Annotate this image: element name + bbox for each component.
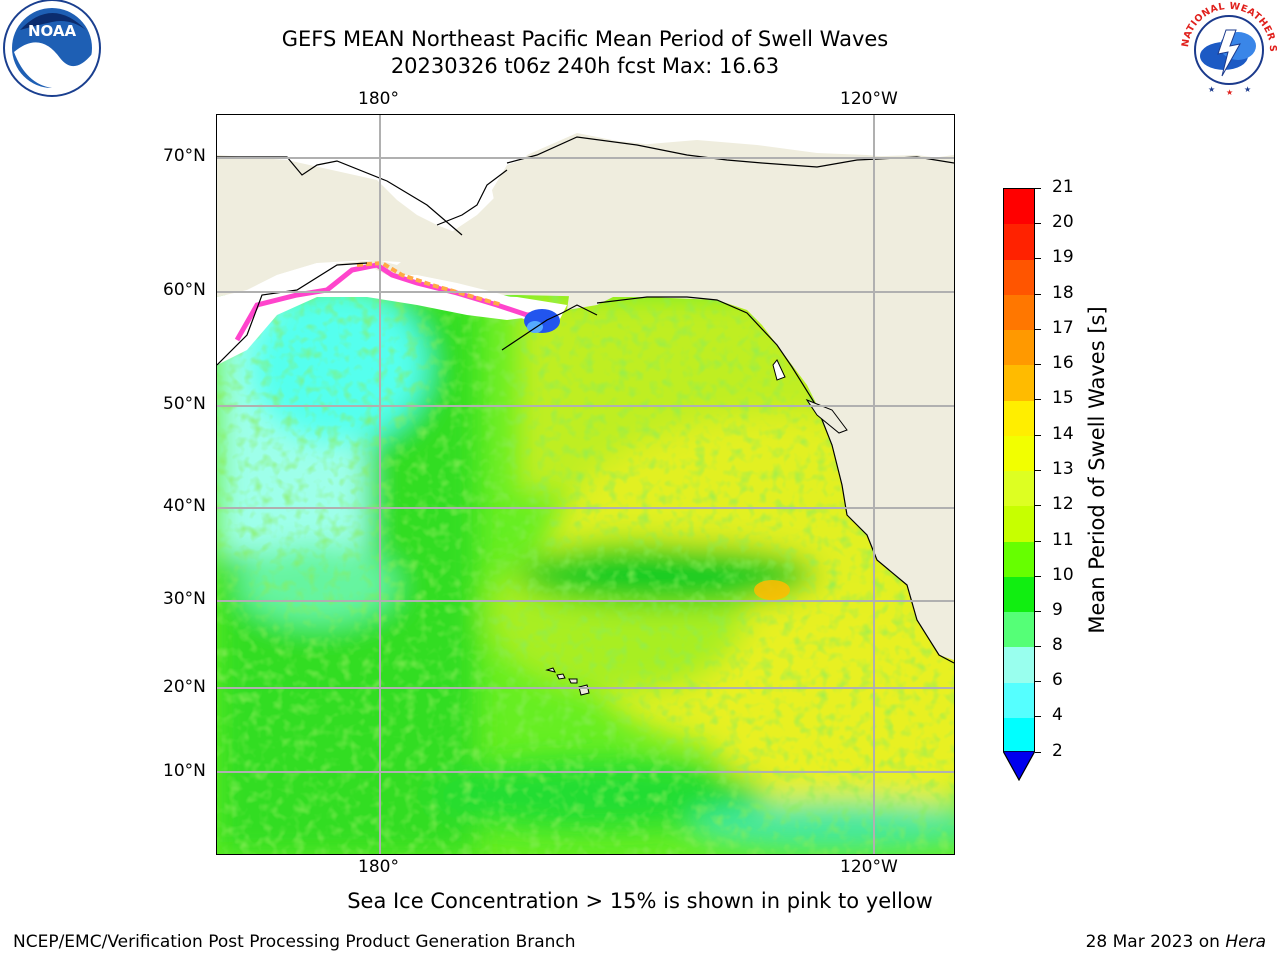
colorbar-segment — [1004, 330, 1034, 366]
colorbar-tick-label: 17 — [1052, 318, 1074, 338]
footer-host: Hera — [1225, 932, 1266, 952]
colorbar-tick-label: 2 — [1052, 741, 1063, 761]
lat-label-40n: 40°N — [163, 496, 206, 516]
colorbar-tick-mark — [1035, 329, 1041, 330]
colorbar-tick-mark — [1035, 752, 1041, 753]
colorbar-tick-label: 4 — [1052, 705, 1063, 725]
colorbar-tick-mark — [1035, 435, 1041, 436]
colorbar-segment — [1004, 294, 1034, 330]
chart-subtitle: 20230326 t06z 240h fcst Max: 16.63 — [390, 54, 780, 78]
colorbar-segment — [1004, 471, 1034, 507]
colorbar-segment — [1004, 365, 1034, 401]
colorbar-tick-mark — [1035, 576, 1041, 577]
noaa-logo: NOAA — [0, 0, 104, 100]
colorbar-tick-label: 13 — [1052, 459, 1074, 479]
lon-label-bottom-120w: 120°W — [840, 857, 898, 877]
footer-date: 28 Mar 2023 on Hera — [1086, 932, 1266, 952]
colorbar-tick-label: 8 — [1052, 635, 1063, 655]
lat-label-10n: 10°N — [163, 761, 206, 781]
colorbar-tick-label: 19 — [1052, 247, 1074, 267]
colorbar-tick-mark — [1035, 223, 1041, 224]
colorbar-tick-mark — [1035, 646, 1041, 647]
colorbar-tick-mark — [1035, 470, 1041, 471]
svg-text:★: ★ — [1208, 85, 1215, 94]
colorbar-tick-label: 21 — [1052, 177, 1074, 197]
lat-label-20n: 20°N — [163, 677, 206, 697]
colorbar-tick-label: 16 — [1052, 353, 1074, 373]
lat-label-50n: 50°N — [163, 394, 206, 414]
colorbar-tick-mark — [1035, 399, 1041, 400]
svg-text:★: ★ — [1226, 88, 1233, 97]
colorbar-segment — [1004, 682, 1034, 718]
colorbar-tick-mark — [1035, 681, 1041, 682]
colorbar-segment — [1004, 717, 1034, 753]
colorbar-segment — [1004, 435, 1034, 471]
colorbar-segment — [1004, 189, 1034, 225]
colorbar-tick-mark — [1035, 294, 1041, 295]
colorbar-segment — [1004, 576, 1034, 612]
footer-date-text: 28 Mar 2023 on — [1085, 932, 1226, 952]
colorbar-tick-label: 11 — [1052, 530, 1074, 550]
lon-label-top-180: 180° — [358, 89, 399, 109]
footer-organization: NCEP/EMC/Verification Post Processing Pr… — [13, 932, 576, 952]
colorbar-tick-mark — [1035, 541, 1041, 542]
lon-label-top-120w: 120°W — [840, 89, 898, 109]
lon-label-bottom-180: 180° — [358, 857, 399, 877]
colorbar-segment — [1004, 647, 1034, 683]
colorbar-tick-label: 20 — [1052, 212, 1074, 232]
colorbar-tick-mark — [1035, 188, 1041, 189]
colorbar-segment — [1004, 506, 1034, 542]
sea-ice-caption: Sea Ice Concentration > 15% is shown in … — [347, 889, 933, 913]
lat-label-70n: 70°N — [163, 146, 206, 166]
colorbar-tick-label: 9 — [1052, 600, 1063, 620]
colorbar-tick-label: 15 — [1052, 388, 1074, 408]
colorbar-tick-label: 14 — [1052, 424, 1074, 444]
nws-logo: NATIONAL WEATHER SERVICE ★ ★ ★ — [1174, 0, 1280, 100]
map-panel — [217, 115, 954, 854]
colorbar-tick-label: 10 — [1052, 565, 1074, 585]
lat-label-30n: 30°N — [163, 589, 206, 609]
svg-text:★: ★ — [1244, 85, 1251, 94]
lat-label-60n: 60°N — [163, 280, 206, 300]
colorbar-segment — [1004, 612, 1034, 648]
colorbar-tick-mark — [1035, 611, 1041, 612]
chart-title: GEFS MEAN Northeast Pacific Mean Period … — [281, 27, 889, 51]
colorbar-tick-label: 18 — [1052, 283, 1074, 303]
colorbar-tick-mark — [1035, 364, 1041, 365]
colorbar — [1003, 188, 1035, 753]
colorbar-label: Mean Period of Swell Waves [s] — [1085, 306, 1109, 634]
colorbar-segment — [1004, 224, 1034, 260]
svg-text:NOAA: NOAA — [28, 22, 77, 40]
colorbar-segment — [1004, 541, 1034, 577]
colorbar-segment — [1004, 259, 1034, 295]
colorbar-extend-arrow — [1003, 751, 1035, 781]
colorbar-tick-mark — [1035, 258, 1041, 259]
colorbar-tick-label: 12 — [1052, 494, 1074, 514]
colorbar-tick-label: 6 — [1052, 670, 1063, 690]
colorbar-segment — [1004, 400, 1034, 436]
colorbar-tick-mark — [1035, 505, 1041, 506]
swell-period-field — [217, 115, 954, 854]
colorbar-tick-mark — [1035, 716, 1041, 717]
